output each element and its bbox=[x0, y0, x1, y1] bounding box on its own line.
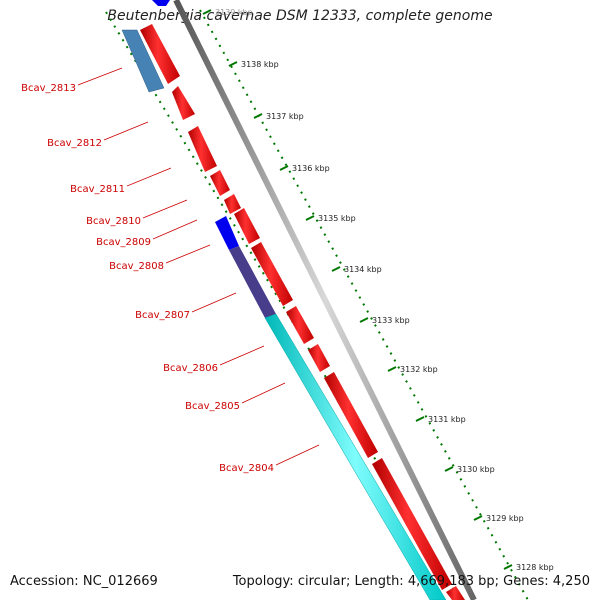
scale-tick-mark bbox=[253, 113, 263, 119]
gene-label[interactable]: Bcav_2808 bbox=[109, 261, 164, 272]
scale-tick-label: 3138 kbp bbox=[241, 60, 279, 69]
gene-label-leader bbox=[152, 219, 198, 240]
scale-tick-mark bbox=[305, 215, 315, 221]
scale-tick-label: 3139 kbp bbox=[215, 8, 253, 17]
gene-label-leader bbox=[126, 167, 172, 187]
gene-label[interactable]: Bcav_2813 bbox=[21, 83, 76, 94]
gene-red-5[interactable] bbox=[224, 194, 241, 214]
gene-label[interactable]: Bcav_2812 bbox=[47, 138, 102, 149]
gene-red-8[interactable] bbox=[286, 306, 314, 344]
topology-value: circular bbox=[297, 574, 346, 589]
scale-tick-mark bbox=[387, 366, 397, 372]
gene-label-leader bbox=[219, 345, 265, 366]
gene-label-leader bbox=[275, 444, 320, 466]
scale-tick-label: 3134 kbp bbox=[344, 265, 382, 274]
scale-tick-label: 3133 kbp bbox=[372, 316, 410, 325]
gene-red-9[interactable] bbox=[308, 344, 330, 372]
gene-label[interactable]: Bcav_2809 bbox=[96, 237, 151, 248]
gene-red-2[interactable] bbox=[172, 86, 195, 120]
scale-tick-mark bbox=[202, 9, 212, 15]
gene-red-1[interactable] bbox=[140, 24, 180, 84]
scale-tick-label: 3128 kbp bbox=[516, 563, 554, 572]
gene-slate-2807[interactable] bbox=[229, 246, 276, 318]
scale-tick-label: 3132 kbp bbox=[400, 365, 438, 374]
scale-tick-label: 3137 kbp bbox=[266, 112, 304, 121]
gene-label[interactable]: Bcav_2807 bbox=[135, 310, 190, 321]
gene-label-leader bbox=[142, 199, 188, 219]
scale-tick-mark bbox=[331, 266, 341, 272]
scale-tick-mark bbox=[503, 564, 513, 570]
accession-info: Accession: NC_012669 bbox=[10, 574, 158, 589]
genome-title: Beutenbergia cavernae DSM 12333, complet… bbox=[107, 8, 493, 24]
scale-tick-label: 3129 kbp bbox=[486, 514, 524, 523]
gene-label[interactable]: Bcav_2806 bbox=[163, 363, 218, 374]
scale-tick-label: 3136 kbp bbox=[292, 164, 330, 173]
gene-label-leader bbox=[103, 121, 149, 141]
genome-backbone bbox=[173, 0, 477, 600]
gene-red-6[interactable] bbox=[234, 208, 260, 244]
gene-label-leader bbox=[165, 244, 211, 264]
gene-label-leader bbox=[77, 67, 123, 86]
gene-red-4[interactable] bbox=[210, 170, 230, 196]
gene-cyan-2804[interactable] bbox=[264, 313, 447, 600]
scale-tick-mark bbox=[279, 165, 289, 171]
scale-tick-label: 3135 kbp bbox=[318, 214, 356, 223]
accession-value: NC_012669 bbox=[82, 574, 158, 589]
gene-red-3[interactable] bbox=[188, 126, 217, 172]
gene-blue-reverse[interactable] bbox=[215, 216, 239, 250]
scale-tick-label: 3130 kbp bbox=[457, 465, 495, 474]
scale-tick-mark bbox=[415, 416, 425, 422]
gene-blue-top[interactable] bbox=[152, 0, 170, 6]
genes-value: 4,250 bbox=[552, 574, 590, 589]
outer-dotted-ring bbox=[199, 9, 529, 600]
scale-tick-mark bbox=[228, 61, 238, 67]
gene-label-leader bbox=[241, 382, 286, 404]
gene-red-7[interactable] bbox=[251, 242, 293, 306]
scale-tick-mark bbox=[473, 515, 483, 521]
gene-label[interactable]: Bcav_2811 bbox=[70, 184, 125, 195]
gene-label-leader bbox=[191, 292, 237, 313]
gene-red-12[interactable] bbox=[446, 586, 465, 600]
gene-label[interactable]: Bcav_2804 bbox=[219, 463, 274, 474]
scale-tick-mark bbox=[359, 317, 369, 323]
genome-stats: Topology: circular; Length: 4,669,183 bp… bbox=[232, 574, 590, 589]
gene-red-11[interactable] bbox=[372, 458, 452, 590]
gene-red-10[interactable] bbox=[324, 372, 378, 458]
scale-tick-label: 3131 kbp bbox=[428, 415, 466, 424]
gene-label[interactable]: Bcav_2810 bbox=[86, 216, 141, 227]
length-value: 4,669,183 bp bbox=[407, 574, 495, 589]
scale-tick-mark bbox=[444, 466, 454, 472]
gene-label[interactable]: Bcav_2805 bbox=[185, 401, 240, 412]
gene-steelblue-2813[interactable] bbox=[121, 29, 165, 93]
